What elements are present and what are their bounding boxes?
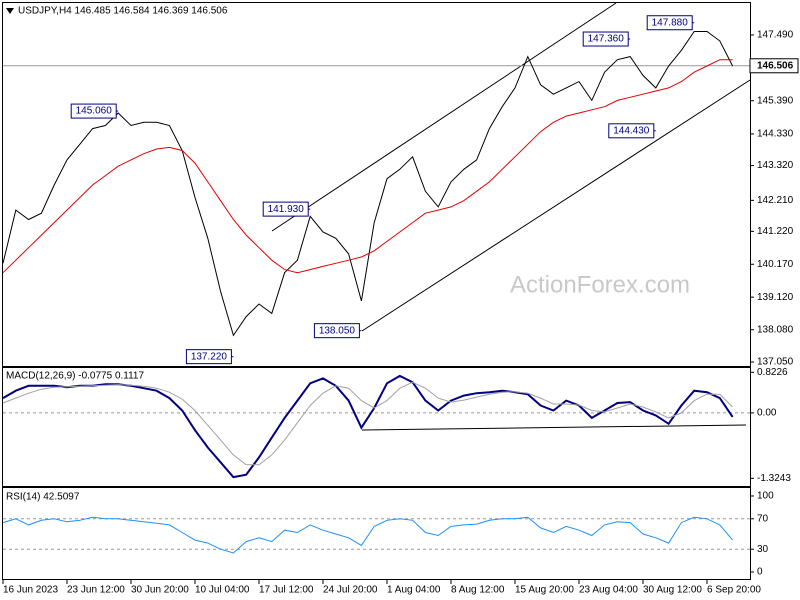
- y-tick-label: 145.390: [757, 95, 794, 106]
- price-annotation-label: 137.220: [191, 351, 228, 362]
- x-tick-label: 16 Jun 2023: [3, 585, 58, 596]
- x-tick-label: 30 Jun 20:00: [131, 585, 189, 596]
- rsi-title: RSI(14) 42.5097: [6, 492, 80, 503]
- y-tick-label: 144.330: [757, 129, 794, 140]
- y-tick-label: 138.080: [757, 324, 794, 335]
- x-tick-label: 1 Aug 04:00: [387, 585, 441, 596]
- price-annotation-label: 144.430: [613, 125, 650, 136]
- price-annotation-label: 138.050: [319, 325, 356, 336]
- y-tick-label: 100: [757, 491, 774, 502]
- y-tick-label: 147.490: [757, 30, 794, 41]
- price-annotation-label: 145.060: [76, 106, 113, 117]
- channel-upper: [271, 2, 617, 232]
- x-tick-label: 17 Jul 12:00: [259, 585, 314, 596]
- macd-panel-frame: [2, 367, 751, 487]
- channel-lower: [361, 79, 751, 332]
- rsi-panel-frame: [2, 487, 751, 580]
- x-tick-label: 10 Jul 04:00: [195, 585, 250, 596]
- main-panel-frame: [2, 2, 751, 367]
- last-price-label: 146.506: [757, 60, 794, 71]
- series-line: [2, 31, 734, 337]
- x-tick-label: 8 Aug 12:00: [451, 585, 505, 596]
- y-tick-label: 0.00: [757, 408, 777, 419]
- y-tick-label: 0.8226: [757, 367, 788, 378]
- y-tick-label: 30: [757, 544, 769, 555]
- x-tick-label: 30 Aug 12:00: [643, 585, 702, 596]
- series-line: [2, 381, 733, 466]
- price-annotation-label: 141.930: [268, 204, 305, 215]
- macd-title: MACD(12,26,9) -0.0775 0.1117: [6, 371, 144, 382]
- price-annotation-label: 147.880: [652, 17, 689, 28]
- x-tick-label: 15 Aug 20:00: [515, 585, 574, 596]
- y-tick-label: 143.320: [757, 160, 794, 171]
- last-price-box: [749, 58, 799, 74]
- y-tick-label: 137.050: [757, 357, 794, 368]
- x-tick-label: 23 Jun 12:00: [67, 585, 125, 596]
- y-tick-label: 141.220: [757, 226, 794, 237]
- y-tick-label: 70: [757, 513, 769, 524]
- y-tick-label: 140.170: [757, 259, 794, 270]
- macd-trend-line: [361, 424, 747, 431]
- series-line: [2, 59, 733, 274]
- y-tick-label: 0: [757, 567, 763, 578]
- y-tick-label: 142.210: [757, 195, 794, 206]
- menu-icon: [6, 8, 14, 14]
- price-annotation-label: 147.360: [588, 34, 625, 45]
- x-tick-label: 23 Aug 04:00: [579, 585, 638, 596]
- x-tick-label: 6 Sep 20:00: [707, 585, 761, 596]
- y-tick-label: -1.3243: [757, 473, 791, 484]
- x-tick-label: 24 Jul 20:00: [323, 585, 378, 596]
- series-line: [2, 516, 733, 554]
- y-tick-label: 139.120: [757, 292, 794, 303]
- watermark: ActionForex.com: [510, 271, 690, 298]
- chart-title: USDJPY,H4 146.485 146.584 146.369 146.50…: [18, 6, 228, 17]
